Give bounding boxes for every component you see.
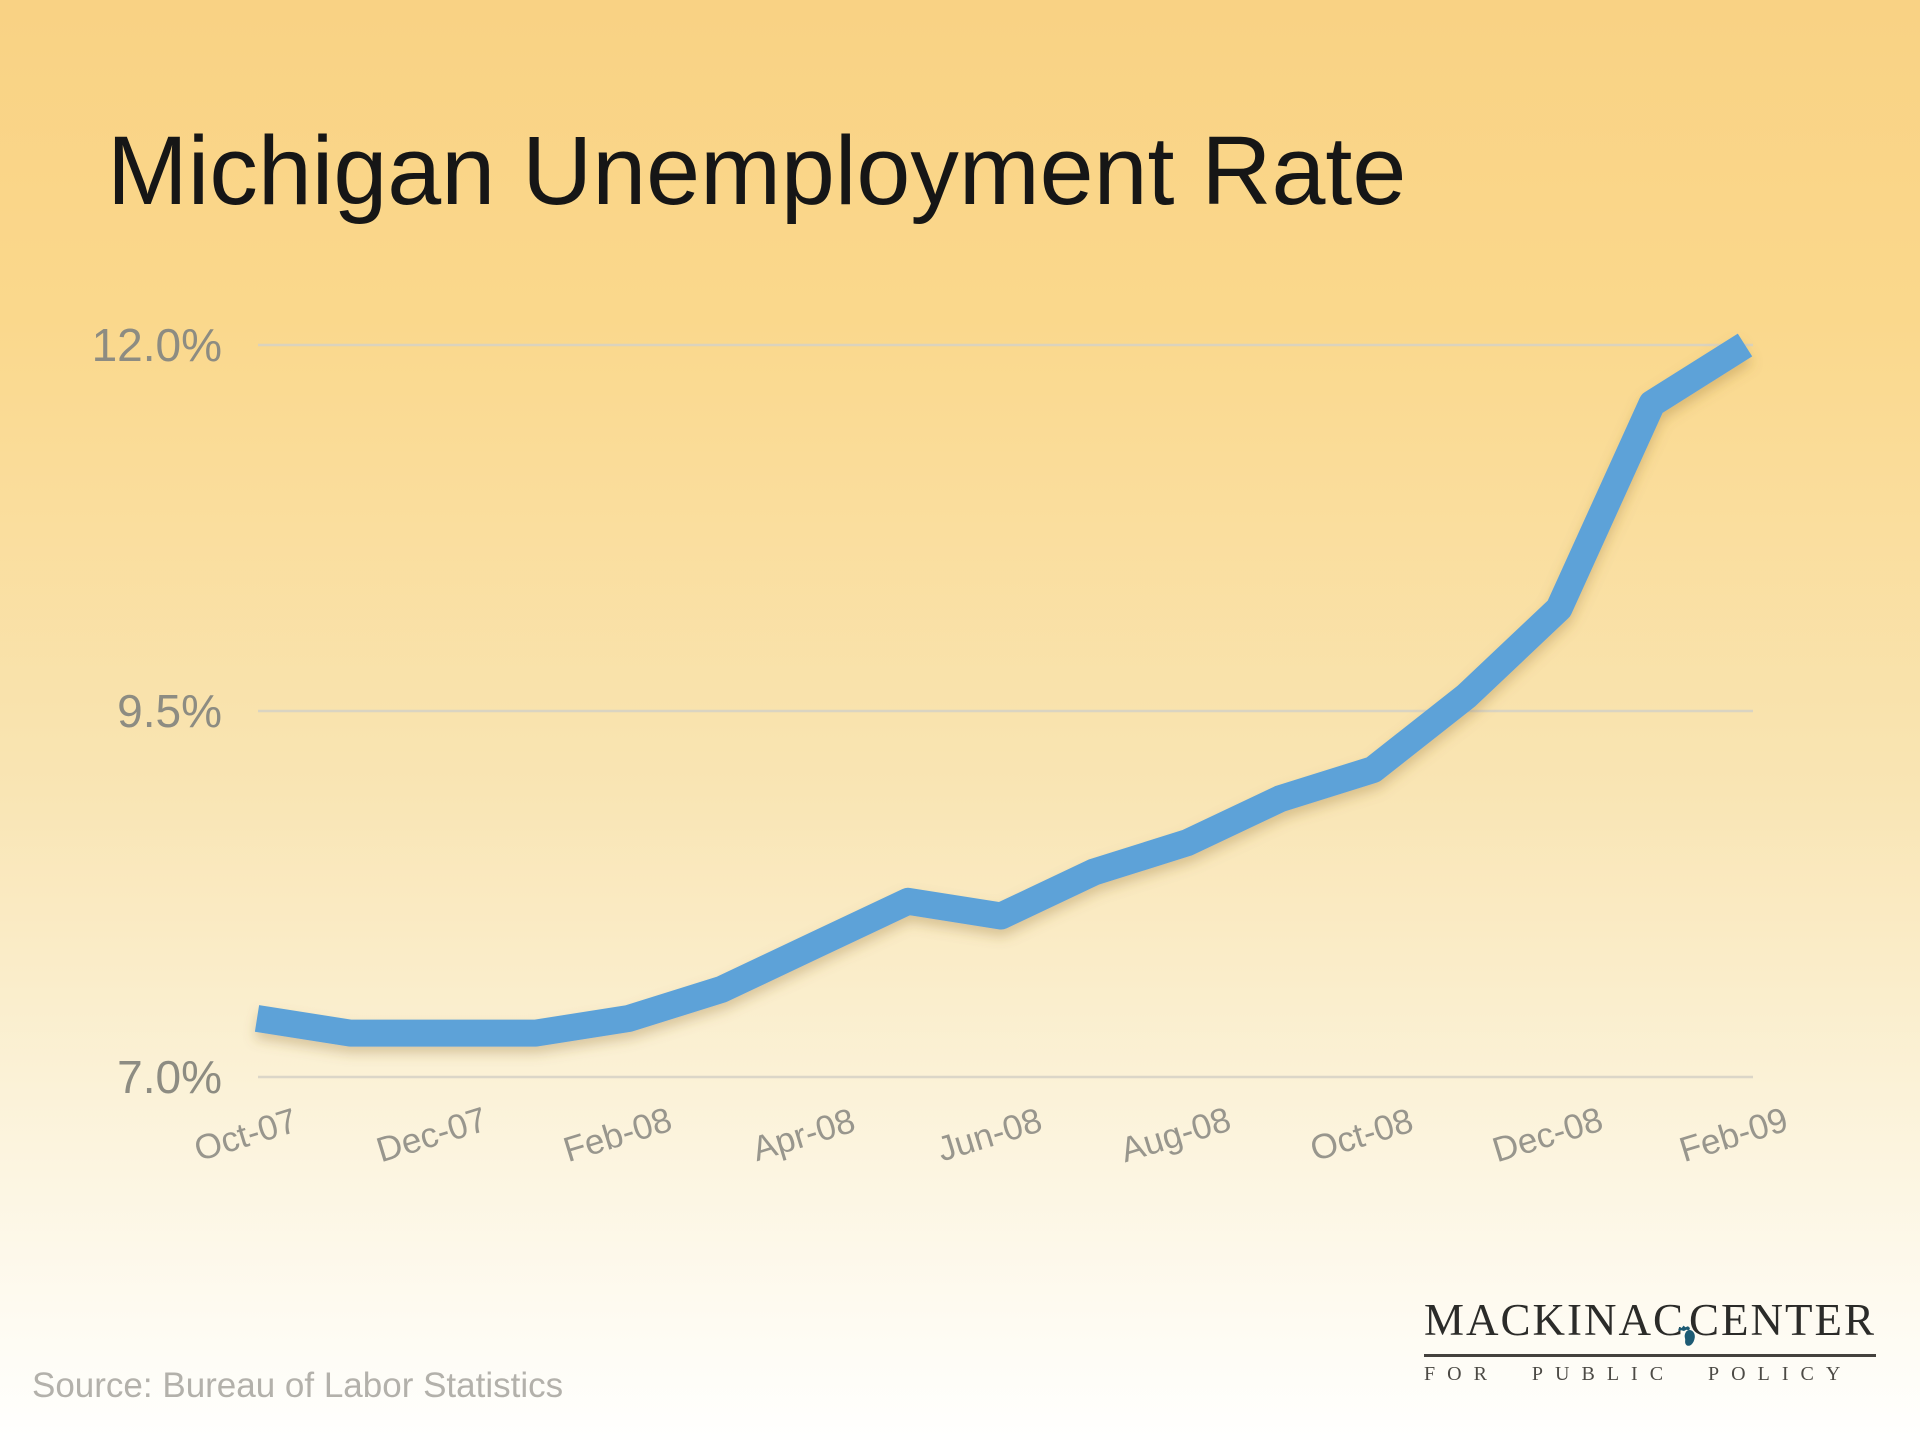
- logo-tagline: FOR PUBLIC POLICY: [1424, 1363, 1853, 1385]
- y-tick-label-7.0%: 7.0%: [117, 1051, 222, 1103]
- x-tick-label-Jun-08: Jun-08: [933, 1101, 1047, 1170]
- x-tick-label-Aug-08: Aug-08: [1116, 1100, 1235, 1170]
- source-note: Source: Bureau of Labor Statistics: [32, 1366, 564, 1405]
- x-tick-label-Dec-08: Dec-08: [1488, 1100, 1607, 1170]
- y-tick-label-12.0%: 12.0%: [92, 319, 222, 371]
- chart-title: Michigan Unemployment Rate: [107, 116, 1407, 225]
- x-tick-label-Oct-08: Oct-08: [1306, 1101, 1418, 1169]
- logo-word-center: CENTER: [1689, 1295, 1876, 1345]
- x-tick-label-Apr-08: Apr-08: [748, 1101, 860, 1169]
- mackinac-center-logo: MACKINAC CENTER FOR PUBLIC POLICY: [1424, 1280, 1876, 1386]
- michigan-state-icon: [1678, 1325, 1695, 1346]
- x-tick-label-Feb-08: Feb-08: [559, 1100, 676, 1170]
- logo-row: MACKINAC CENTER: [1424, 1280, 1876, 1360]
- x-tick-label-Feb-09: Feb-09: [1675, 1100, 1792, 1170]
- logo-word-mackinac: MACKINAC: [1424, 1295, 1686, 1345]
- y-tick-label-9.5%: 9.5%: [117, 685, 222, 737]
- x-tick-label-Oct-07: Oct-07: [190, 1101, 302, 1169]
- unemployment-rate-line: [254, 333, 1753, 1047]
- logo-rule: [1424, 1354, 1876, 1357]
- x-tick-label-Dec-07: Dec-07: [372, 1100, 491, 1170]
